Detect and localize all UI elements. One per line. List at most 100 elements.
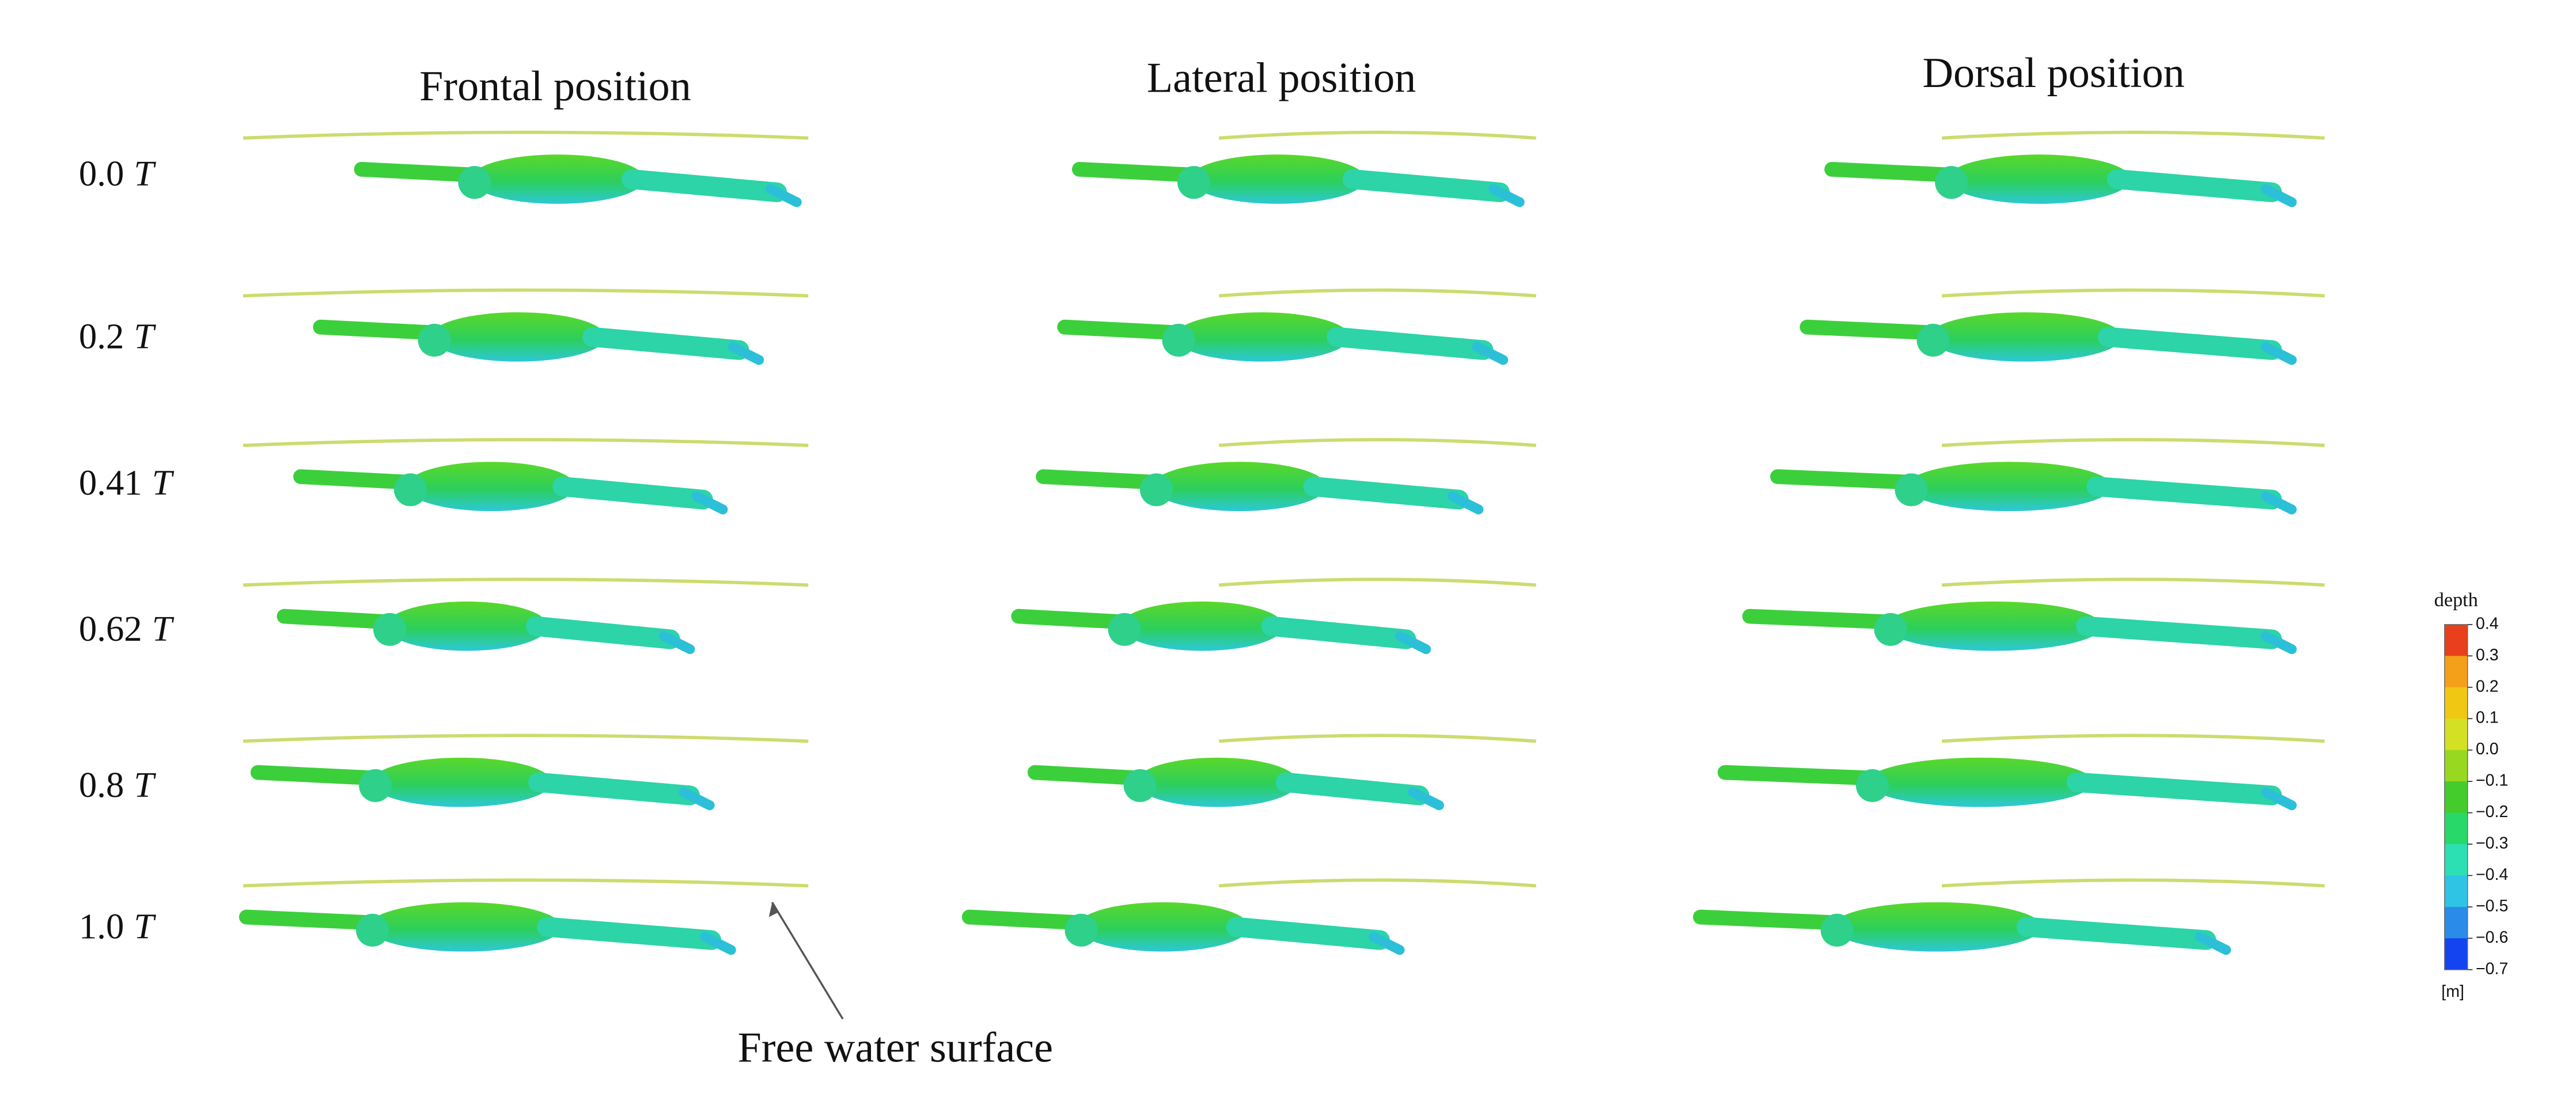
swimmer-legs — [1261, 616, 1416, 649]
water-ripple — [1941, 577, 2325, 587]
colorbar-segment — [2444, 938, 2468, 970]
swimmer-foot — [1488, 184, 1525, 207]
swimmer-foot — [699, 932, 736, 955]
swimmer-foot — [728, 342, 764, 365]
swimmer-legs — [537, 917, 722, 950]
swimmer-legs — [2066, 772, 2282, 806]
colorbar-segment — [2444, 624, 2468, 657]
water-ripple — [1219, 577, 1536, 587]
swimmer-torso — [1866, 757, 2094, 807]
colorbar-title: depth — [2434, 589, 2478, 611]
swimmer-legs — [1303, 477, 1469, 510]
swimmer-foot — [2195, 932, 2232, 955]
swimmer-foot — [1408, 787, 1444, 811]
swimmer-head — [359, 769, 392, 802]
row-unit: T — [152, 463, 175, 503]
arrow-head — [768, 902, 779, 917]
water-ripple — [243, 438, 809, 447]
swimmer — [238, 902, 736, 955]
swimmer-foot — [1447, 491, 1484, 515]
swimmer — [1800, 312, 2297, 365]
water-ripple — [1219, 878, 1536, 888]
swimmer-head — [418, 323, 451, 357]
colorbar-tick-label: −0.2 — [2476, 803, 2508, 821]
colorbar-tick-label: −0.4 — [2476, 865, 2508, 884]
row-unit: T — [152, 608, 175, 649]
row-label: 0.62 T — [79, 608, 175, 649]
swimmer-head — [1140, 473, 1173, 506]
row-label: 0.8 T — [79, 765, 157, 805]
swimmer-foot — [766, 184, 802, 207]
swimmer-legs — [1342, 169, 1510, 202]
swimmer — [1011, 601, 1431, 655]
row-unit: T — [134, 153, 156, 194]
swimmer-legs — [2016, 917, 2217, 950]
colorbar-tick-label: 0.2 — [2476, 677, 2499, 695]
row-value: 0.41 — [79, 463, 142, 503]
water-ripple — [243, 878, 809, 888]
row-value: 0.62 — [79, 608, 142, 649]
row-value: 1.0 — [79, 906, 124, 947]
colorbar-segment — [2444, 906, 2468, 939]
row-label: 0.41 T — [79, 463, 175, 503]
swimmer — [1717, 757, 2297, 811]
swimmer-torso — [1946, 154, 2131, 204]
swimmer-torso — [406, 462, 575, 512]
colorbar-tick-label: 0.3 — [2476, 646, 2499, 664]
swimmer-foot — [1368, 932, 1405, 955]
swimmer-legs — [1226, 917, 1390, 950]
swimmer-head — [373, 613, 407, 646]
swimmer-torso — [1928, 312, 2123, 362]
swimmer-head — [1162, 323, 1195, 357]
water-ripple — [1941, 734, 2325, 743]
swimmer — [1036, 462, 1484, 515]
row-unit: T — [134, 316, 156, 357]
row-value: 0.2 — [79, 316, 124, 357]
water-ripple — [1941, 878, 2325, 888]
swimmer-head — [1935, 166, 1968, 199]
water-ripple — [1941, 438, 2325, 447]
annotation-arrow — [771, 901, 844, 1020]
colorbar-segment — [2444, 844, 2468, 876]
swimmer-legs — [2107, 169, 2282, 202]
water-ripple — [1941, 130, 2325, 140]
swimmer-legs — [621, 169, 787, 202]
swimmer-foot — [691, 491, 728, 515]
colorbar-tick-label: −0.1 — [2476, 772, 2508, 790]
swimmer-head — [1820, 913, 1854, 947]
swimmer — [313, 312, 764, 365]
water-ripple — [1219, 734, 1536, 743]
swimmer-head — [1065, 913, 1098, 947]
swimmer-torso — [1120, 601, 1284, 651]
swimmer-head — [458, 166, 491, 199]
swimmer-foot — [2260, 184, 2297, 207]
swimmer-torso — [1885, 601, 2103, 651]
colorbar-unit: [m] — [2441, 982, 2464, 1001]
swimmer-torso — [1906, 462, 2112, 512]
water-ripple — [1219, 130, 1536, 140]
swimmer-legs — [2086, 477, 2282, 510]
column-header: Frontal position — [419, 63, 691, 110]
swimmer — [250, 757, 715, 811]
colorbar-tick-label: −0.6 — [2476, 928, 2508, 947]
swimmer-torso — [1151, 462, 1327, 512]
swimmer — [276, 601, 695, 655]
swimmer-head — [1177, 166, 1211, 199]
swimmer-head — [1874, 613, 1907, 646]
swimmer-foot — [1472, 342, 1509, 365]
swimmer — [1693, 902, 2232, 955]
swimmer-torso — [1832, 902, 2043, 952]
colorbar-tick-label: 0.0 — [2476, 740, 2499, 758]
swimmer — [1071, 154, 1525, 207]
water-ripple — [243, 130, 809, 140]
colorbar-segment — [2444, 719, 2468, 751]
swimmer-head — [393, 473, 427, 506]
annotation: Free water surface — [738, 1024, 1053, 1071]
swimmer-foot — [678, 787, 715, 811]
colorbar: 0.4 0.3 0.2 0.1 0.0 −0.1 −0.2 −0.3 −0.4 −0.5 −0.6 −… — [2434, 589, 2509, 1001]
swimmer-foot — [1395, 631, 1431, 655]
swimmer-torso — [1136, 757, 1298, 807]
swimmer-legs — [526, 616, 680, 649]
swimmer — [354, 154, 802, 207]
swimmer-foot — [658, 631, 695, 655]
